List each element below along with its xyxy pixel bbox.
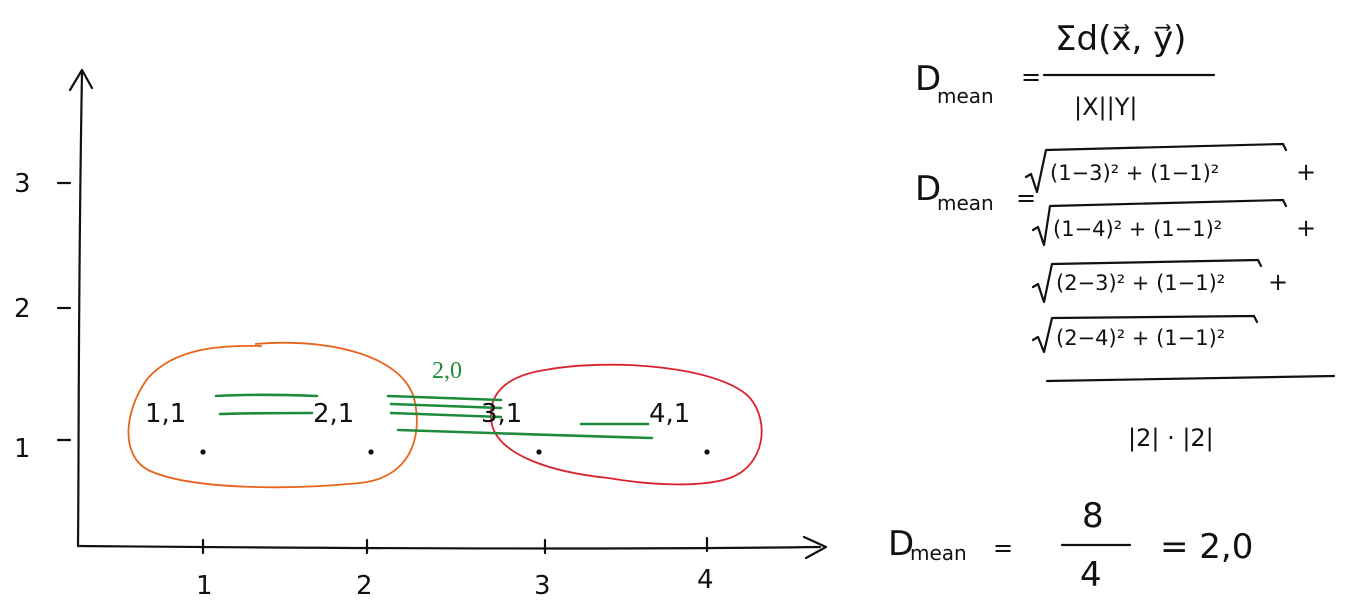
equals-sign: = xyxy=(993,534,1013,562)
dmean-subscript: mean xyxy=(937,191,994,215)
y-axis-line xyxy=(76,70,84,548)
sqrt-sign xyxy=(1024,142,1288,194)
cluster-outline-red xyxy=(490,363,763,486)
data-point xyxy=(536,449,542,455)
sum-term: (1−4)² + (1−1)² xyxy=(1053,217,1222,241)
formula-block: D mean = Σd(x⃗, y⃗) |X||Y| D mean = (1−3… xyxy=(888,19,1336,595)
dmean-symbol: D xyxy=(915,169,941,209)
cluster-outline-orange xyxy=(127,341,418,489)
y-tick-label: 1 xyxy=(14,434,31,464)
data-point xyxy=(200,449,206,455)
sum-term: (1−3)² + (1−1)² xyxy=(1050,161,1219,185)
distance-links: 2,0 xyxy=(214,358,654,440)
definition-numerator: Σd(x⃗, y⃗) xyxy=(1055,19,1186,59)
sqrt-sign xyxy=(1031,314,1259,354)
dmean-subscript: mean xyxy=(910,541,967,565)
points: 1,1 2,1 3,1 4,1 xyxy=(145,399,710,455)
link-line xyxy=(389,411,503,419)
link-line xyxy=(218,411,314,416)
sum-term: (2−3)² + (1−1)² xyxy=(1056,271,1225,295)
equals-sign: = xyxy=(1016,184,1036,212)
data-point xyxy=(704,449,710,455)
y-axis-arrowhead xyxy=(68,68,94,92)
y-tick-label: 2 xyxy=(14,294,31,324)
result-numerator: 8 xyxy=(1082,496,1104,536)
equals-sign: = xyxy=(1021,63,1041,91)
distance-label: 2,0 xyxy=(432,358,462,384)
fraction-bar xyxy=(1045,374,1336,383)
y-tick-label: 3 xyxy=(14,169,31,199)
result-value: = 2,0 xyxy=(1160,527,1253,567)
link-line xyxy=(386,394,503,402)
sum-denominator: |2| · |2| xyxy=(1128,424,1214,452)
point-label: 4,1 xyxy=(649,399,690,429)
x-axis-arrowhead xyxy=(802,535,828,560)
x-tick-label: 1 xyxy=(196,571,213,600)
x-tick-label: 3 xyxy=(534,571,551,600)
definition-denominator: |X||Y| xyxy=(1074,93,1137,121)
point-label: 2,1 xyxy=(313,399,354,429)
plus-sign: + xyxy=(1296,158,1316,186)
plus-sign: + xyxy=(1296,214,1316,242)
sqrt-sign xyxy=(1031,258,1263,304)
plus-sign: + xyxy=(1268,268,1288,296)
result-denominator: 4 xyxy=(1080,555,1102,595)
link-line xyxy=(396,428,654,440)
point-label: 3,1 xyxy=(481,399,522,429)
x-tick-label: 2 xyxy=(356,571,373,600)
dmean-symbol: D xyxy=(915,59,941,99)
link-line xyxy=(214,393,319,398)
clusters xyxy=(127,341,763,489)
x-axis-line xyxy=(76,544,822,550)
axes: 1 2 3 4 3 2 1 xyxy=(14,68,828,600)
sum-term: (2−4)² + (1−1)² xyxy=(1056,326,1225,350)
sqrt-sign xyxy=(1031,198,1288,247)
dmean-subscript: mean xyxy=(937,84,994,108)
data-point xyxy=(368,449,374,455)
link-line xyxy=(389,402,503,410)
dmean-symbol: D xyxy=(888,524,914,564)
x-tick-label: 4 xyxy=(697,565,714,595)
point-label: 1,1 xyxy=(145,399,186,429)
